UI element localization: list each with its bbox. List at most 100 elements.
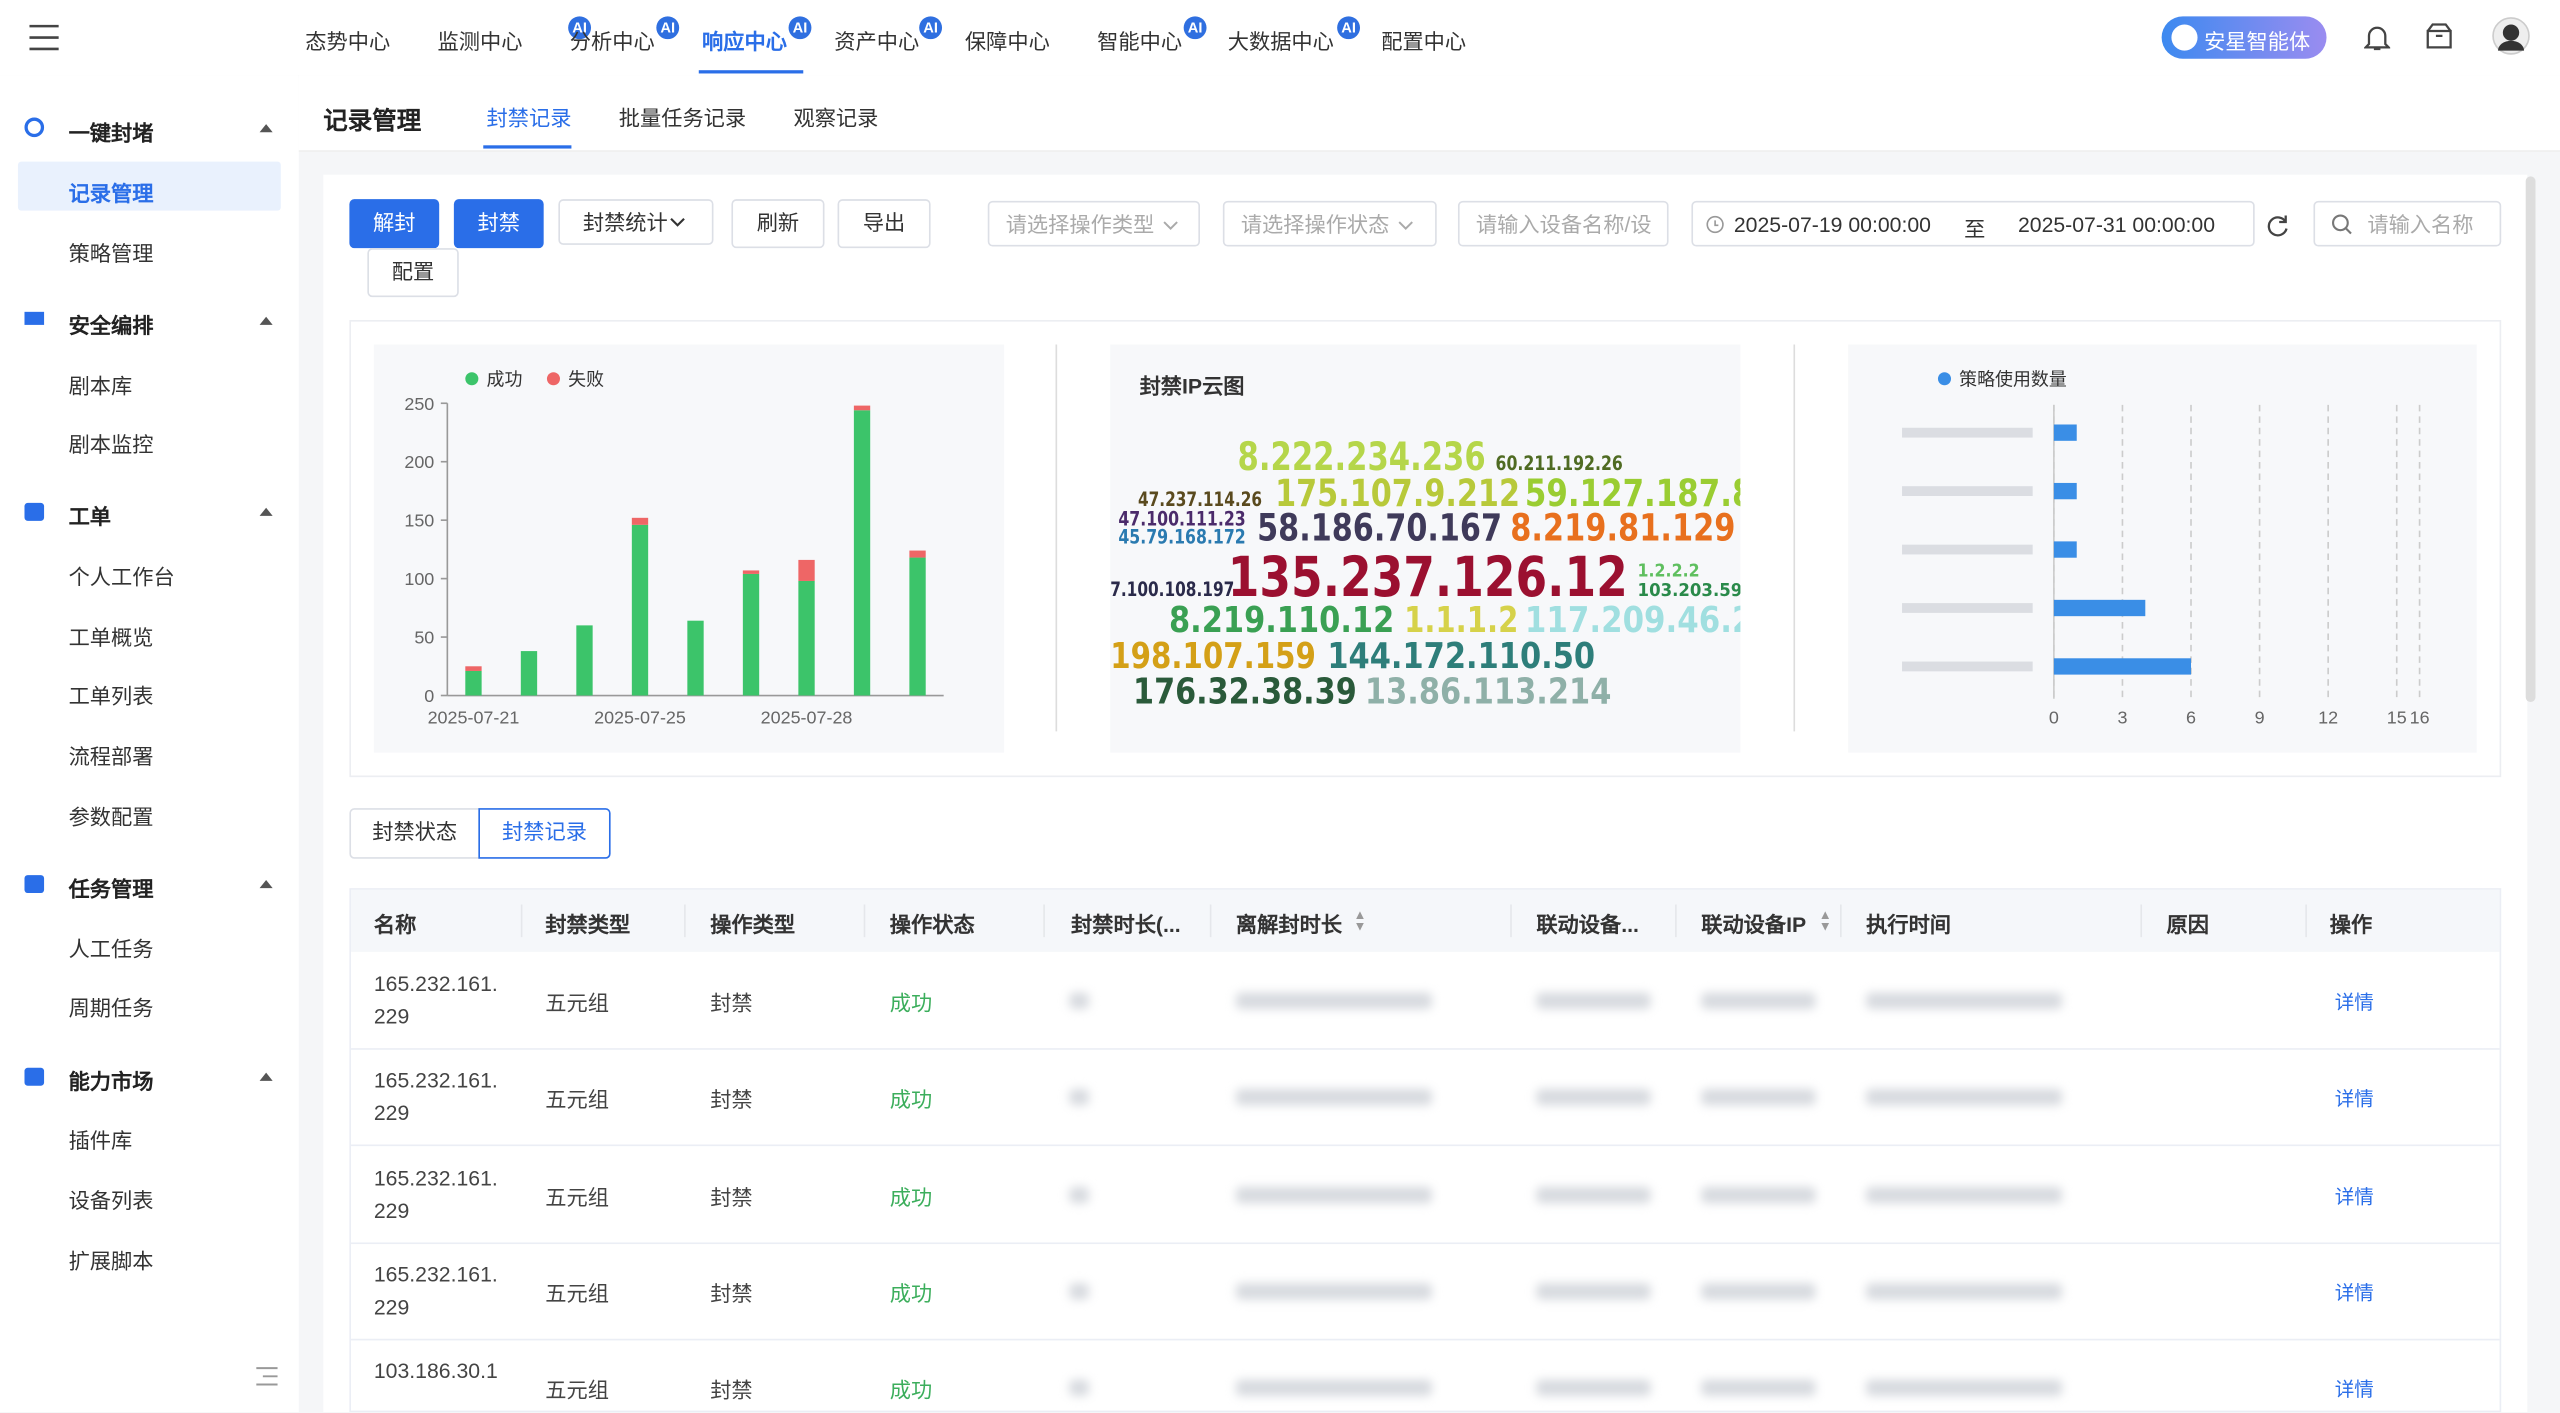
column-header: 操作类型 [710, 908, 795, 939]
column-header: 联动设备... [1536, 908, 1639, 939]
detail-link[interactable]: 详情 [2335, 1375, 2374, 1403]
cell: 103.186.30.1 [374, 1355, 505, 1388]
subtab-active[interactable]: 封禁记录 [478, 808, 610, 859]
row-border [351, 1339, 2501, 1341]
blurred-cell [1236, 1380, 1432, 1396]
bar-segment [909, 551, 925, 558]
detail-link[interactable]: 详情 [2335, 1085, 2374, 1113]
legend-dot [1938, 372, 1951, 385]
bar-segment [687, 621, 703, 696]
blurred-cell [1236, 1283, 1432, 1299]
y-tick-label: 250 [404, 394, 434, 414]
status-cell: 成功 [890, 1083, 932, 1114]
category-label-blurred [1902, 486, 2033, 496]
column-header: 操作状态 [890, 908, 975, 939]
bar-segment [576, 625, 592, 695]
word: 103.203.59. [1638, 580, 1749, 601]
bar-segment [465, 671, 481, 696]
bar-segment [798, 581, 814, 696]
sort-icon[interactable]: ▲▼ [1353, 909, 1366, 932]
y-tick-label: 150 [404, 511, 434, 531]
sort-icon[interactable]: ▲▼ [1819, 909, 1832, 932]
word: 117.209.46.2 [1525, 600, 1754, 641]
word: 1.1.1.2 [1404, 600, 1518, 641]
blurred-cell [1701, 1283, 1815, 1299]
word: 8.219.110.12 [1169, 600, 1394, 641]
blurred-cell [1536, 993, 1650, 1009]
column-border [2140, 904, 2142, 937]
blurred-cell [1069, 1089, 1089, 1105]
legend-label: 策略使用数量 [1959, 369, 2067, 389]
row-border [351, 1145, 2501, 1147]
x-tick-label: 2025-07-21 [428, 707, 520, 727]
charts: 0501001502002502025-07-212025-07-252025-… [0, 0, 2560, 784]
column-border [864, 904, 866, 937]
blurred-cell [1069, 1186, 1089, 1202]
x-tick-label: 9 [2255, 707, 2265, 727]
blurred-cell [1069, 1283, 1089, 1299]
detail-link[interactable]: 详情 [2335, 988, 2374, 1016]
bar-segment [465, 666, 481, 671]
y-tick-label: 50 [414, 628, 434, 648]
subtab[interactable]: 封禁状态 [349, 808, 480, 859]
column-border [1840, 904, 1842, 937]
bar-segment [909, 558, 925, 696]
blurred-cell [1701, 993, 1815, 1009]
word: 198.107.159 [1110, 636, 1316, 677]
word: 45.79.168.172 [1118, 526, 1245, 549]
cell: 165.232.161.229 [374, 1065, 505, 1130]
category-label-blurred [1902, 603, 2033, 613]
cell: 五元组 [545, 1277, 609, 1308]
cell: 封禁 [710, 1277, 752, 1308]
status-cell: 成功 [890, 1373, 932, 1404]
x-tick-label: 3 [2117, 707, 2127, 727]
bar-segment [854, 406, 870, 411]
blurred-cell [1866, 1089, 2062, 1105]
column-border [1675, 904, 1677, 937]
blurred-cell [1236, 993, 1432, 1009]
detail-link[interactable]: 详情 [2335, 1181, 2374, 1209]
detail-link[interactable]: 详情 [2335, 1278, 2374, 1306]
cell: 五元组 [545, 1083, 609, 1114]
status-cell: 成功 [890, 1180, 932, 1211]
column-header: 封禁时长(... [1071, 908, 1181, 939]
bar-segment [798, 560, 814, 581]
blurred-cell [1866, 1283, 2062, 1299]
column-header: 执行时间 [1866, 908, 1951, 939]
y-tick-label: 100 [404, 569, 434, 589]
x-tick-label: 0 [2049, 707, 2059, 727]
column-header: 原因 [2167, 908, 2209, 939]
column-header: 离解封时长 [1236, 908, 1342, 939]
table: 名称封禁类型操作类型操作状态封禁时长(...离解封时长联动设备...联动设备IP… [349, 888, 2501, 1412]
cell: 封禁 [710, 1180, 752, 1211]
word: 176.32.38.39 [1133, 672, 1357, 713]
cell: 封禁 [710, 986, 752, 1017]
x-tick-label: 15 [2387, 707, 2407, 727]
legend-label: 成功 [487, 369, 523, 389]
x-tick-label: 2025-07-25 [594, 707, 686, 727]
cell: 165.232.161.229 [374, 968, 505, 1033]
word: 144.172.110.50 [1327, 636, 1595, 677]
blurred-cell [1866, 1186, 2062, 1202]
bar [2054, 600, 2145, 616]
bar [2054, 658, 2191, 674]
column-border [2305, 904, 2307, 937]
cell: 封禁 [710, 1083, 752, 1114]
y-tick-label: 0 [424, 686, 434, 706]
category-label-blurred [1902, 545, 2033, 555]
blurred-cell [1866, 1380, 2062, 1396]
blurred-cell [1701, 1186, 1815, 1202]
bar-segment [632, 525, 648, 696]
column-border [1510, 904, 1512, 937]
column-border [1210, 904, 1212, 937]
category-label-blurred [1902, 428, 2033, 438]
row-border [351, 1242, 2501, 1244]
legend-dot [547, 372, 560, 385]
word: 13.86.113.214 [1365, 672, 1612, 713]
column-header: 名称 [374, 908, 416, 939]
column-border [1043, 904, 1045, 937]
word: 1.2.2.2 [1638, 560, 1700, 581]
bar-segment [632, 518, 648, 525]
